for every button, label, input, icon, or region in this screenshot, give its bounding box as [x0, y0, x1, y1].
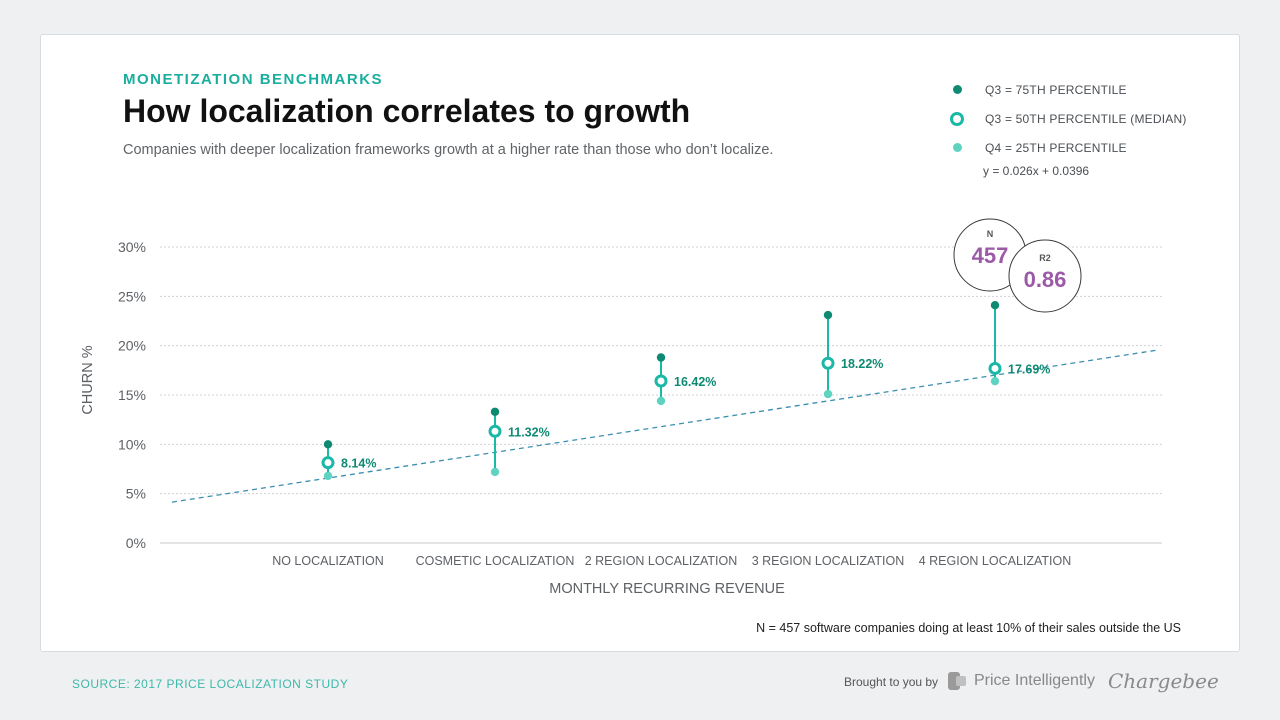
y-tick-label: 25% [118, 288, 146, 304]
median-point [988, 361, 1002, 375]
y-tick-label: 0% [126, 535, 146, 551]
x-tick-label: 2 REGION LOCALIZATION [585, 554, 738, 568]
y-tick-label: 30% [118, 239, 146, 255]
eyebrow: MONETIZATION BENCHMARKS [123, 71, 384, 88]
legend-label: Q3 = 75TH PERCENTILE [985, 82, 1127, 97]
median-data-label: 16.42% [674, 375, 716, 389]
q25-point [823, 389, 833, 399]
x-tick-label: NO LOCALIZATION [272, 554, 384, 568]
legend-label: Q3 = 50TH PERCENTILE (MEDIAN) [985, 111, 1187, 126]
brought-by-label: Brought to you by [844, 675, 939, 689]
y-tick-label: 15% [118, 387, 146, 403]
y-tick-label: 20% [118, 338, 146, 354]
ring-dot-icon [949, 111, 973, 126]
q75-point [823, 310, 833, 320]
median-data-label: 8.14% [341, 457, 376, 471]
median-data-label: 18.22% [841, 357, 883, 371]
r2-stat-label: R2 [1039, 253, 1051, 263]
trend-line [171, 349, 1159, 503]
legend: Q3 = 75TH PERCENTILE Q3 = 50TH PERCENTIL… [949, 75, 1187, 162]
brand-price-intelligently: Price Intelligently [974, 672, 1095, 689]
q25-point [990, 376, 1000, 386]
q75-point [990, 301, 1000, 310]
q75-point [323, 440, 333, 449]
median-point [488, 424, 502, 438]
y-tick-label: 5% [126, 486, 146, 502]
x-tick-label: COSMETIC LOCALIZATION [416, 554, 575, 568]
chart-card: MONETIZATION BENCHMARKS How localization… [40, 34, 1240, 652]
x-tick-label: 4 REGION LOCALIZATION [919, 554, 1072, 568]
trend-equation: y = 0.026x + 0.0396 [983, 164, 1090, 178]
median-data-label: 11.32% [508, 425, 550, 439]
q25-point [323, 471, 333, 481]
x-axis-label: MONTHLY RECURRING REVENUE [549, 581, 785, 597]
y-tick-label: 10% [118, 436, 146, 452]
legend-item-q25: Q4 = 25TH PERCENTILE [949, 133, 1187, 162]
price-intelligently-logo: Price Intelligently [946, 670, 1095, 692]
legend-label: Q4 = 25TH PERCENTILE [985, 140, 1127, 155]
price-intelligently-icon [948, 672, 966, 690]
chart-subtitle: Companies with deeper localization frame… [123, 142, 774, 158]
y-axis-label: CHURN % [80, 345, 96, 414]
source-note: SOURCE: 2017 PRICE LOCALIZATION STUDY [72, 677, 349, 691]
brand-chargebee: Chargebee [1108, 669, 1219, 693]
q25-point [656, 396, 666, 406]
q75-point [490, 407, 500, 416]
x-tick-label: 3 REGION LOCALIZATION [752, 554, 905, 568]
q75-point [656, 353, 666, 362]
median-data-label: 17.69% [1008, 362, 1050, 376]
legend-item-q75: Q3 = 75TH PERCENTILE [949, 75, 1187, 104]
r2-stat-value: 0.86 [1024, 267, 1067, 292]
median-point [321, 456, 335, 470]
chart-title: How localization correlates to growth [123, 93, 691, 129]
filled-dot-light-icon [949, 141, 973, 155]
median-point [654, 374, 668, 388]
filled-dot-dark-icon [949, 83, 973, 97]
r2-stat-circle [1008, 239, 1082, 313]
legend-item-median: Q3 = 50TH PERCENTILE (MEDIAN) [949, 104, 1187, 133]
q25-point [490, 467, 500, 477]
n-stat-value: 457 [972, 243, 1009, 268]
median-point [821, 356, 835, 370]
footnote: N = 457 software companies doing at leas… [756, 621, 1181, 635]
n-stat-label: N [987, 229, 994, 239]
